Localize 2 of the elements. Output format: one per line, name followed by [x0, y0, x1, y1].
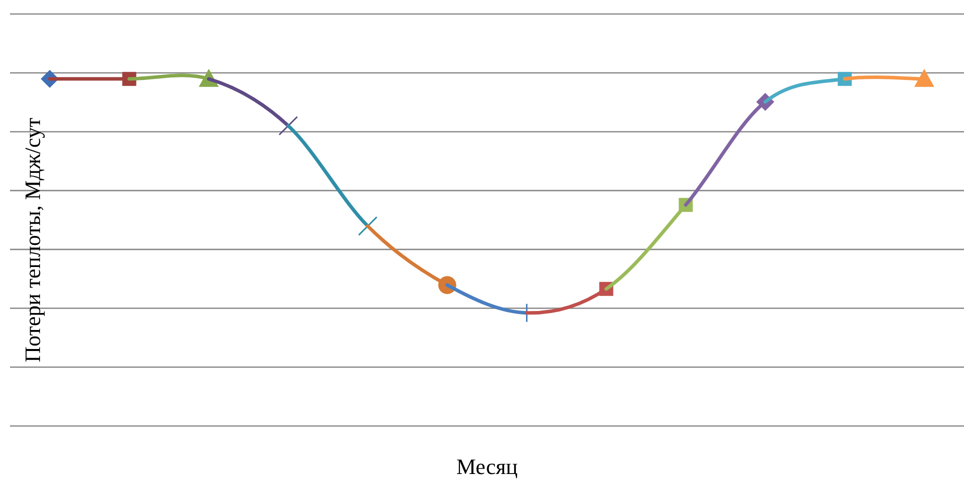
x-axis-title: Месяц — [456, 454, 518, 479]
y-axis-title: Потери теплоты, Мдж/сут — [20, 117, 45, 362]
